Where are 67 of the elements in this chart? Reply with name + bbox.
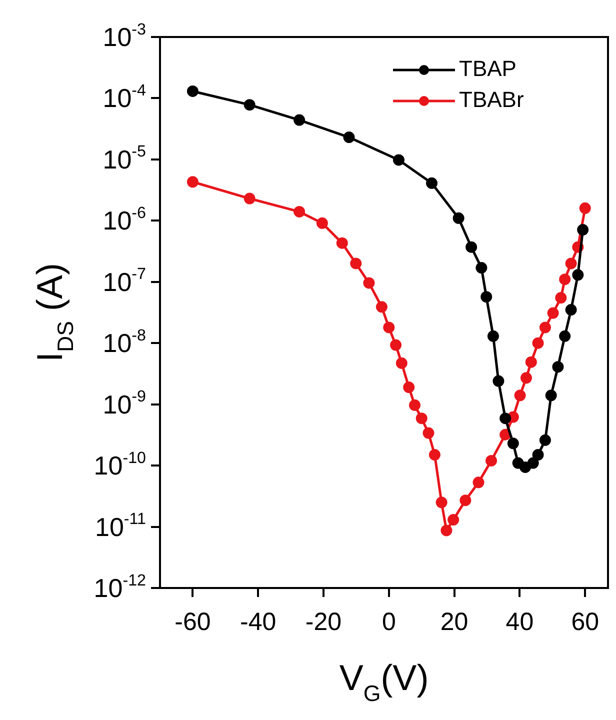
point — [579, 202, 591, 214]
point — [416, 412, 428, 424]
point — [426, 177, 438, 189]
x-tick-label: -20 — [305, 608, 342, 636]
point — [336, 237, 348, 249]
point — [572, 269, 584, 281]
point — [422, 427, 434, 439]
point — [390, 339, 402, 351]
point — [555, 292, 567, 304]
point — [565, 258, 577, 270]
point — [466, 241, 478, 253]
point — [486, 454, 498, 466]
point — [507, 438, 519, 450]
point — [244, 192, 256, 204]
point — [403, 382, 415, 394]
point — [532, 449, 544, 461]
point — [500, 412, 512, 424]
point — [577, 224, 589, 236]
point — [492, 375, 504, 387]
point — [525, 356, 537, 368]
point — [532, 337, 544, 349]
y-axis-title: IDS (A) — [29, 262, 78, 362]
x-tick-label: 60 — [571, 608, 600, 636]
point — [376, 301, 388, 313]
point — [244, 99, 256, 111]
point — [186, 176, 198, 188]
point — [472, 476, 484, 488]
point — [527, 457, 539, 469]
x-tick-label: -40 — [240, 608, 276, 636]
x-tick-label: 40 — [506, 608, 534, 636]
x-tick-label: 20 — [440, 608, 468, 636]
point — [559, 330, 571, 342]
legend-label: TBAP — [459, 56, 516, 82]
point — [460, 494, 472, 506]
point — [392, 154, 404, 166]
point — [316, 217, 328, 229]
point — [520, 372, 532, 384]
x-tick-label: -60 — [174, 608, 211, 636]
point — [514, 390, 526, 402]
point — [440, 524, 452, 536]
point — [294, 206, 306, 218]
legend-label: TBABr — [459, 87, 524, 112]
point — [383, 322, 395, 334]
point — [428, 449, 440, 461]
point — [520, 461, 532, 473]
point — [487, 330, 499, 342]
point — [363, 277, 375, 289]
point — [294, 114, 306, 126]
point — [552, 361, 564, 373]
point — [539, 434, 551, 446]
point — [408, 399, 420, 411]
point — [396, 357, 408, 369]
x-tick-label: 0 — [382, 608, 396, 636]
point — [500, 428, 512, 440]
point — [343, 132, 355, 144]
point — [480, 291, 492, 303]
point — [539, 322, 551, 334]
point — [448, 514, 460, 526]
point — [565, 304, 577, 316]
point — [452, 212, 464, 224]
point — [476, 262, 488, 274]
point — [559, 274, 571, 286]
point — [547, 307, 559, 319]
point — [186, 85, 198, 97]
point — [350, 258, 362, 270]
point — [436, 496, 448, 508]
point — [545, 390, 557, 402]
